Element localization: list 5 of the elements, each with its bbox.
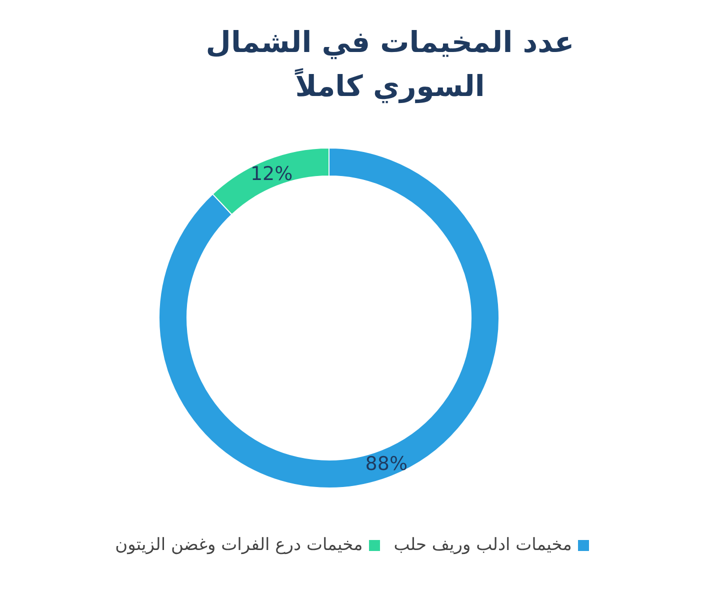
data-label: 12% <box>250 162 293 185</box>
chart-title: عدد المخيمات في الشمال السوري كاملاً <box>204 24 576 106</box>
legend-label: مخيمات ادلب وريف حلب <box>394 535 572 555</box>
legend-label: مخيمات درع الفرات وغضن الزيتون <box>115 535 363 555</box>
data-label: 88% <box>365 453 408 476</box>
